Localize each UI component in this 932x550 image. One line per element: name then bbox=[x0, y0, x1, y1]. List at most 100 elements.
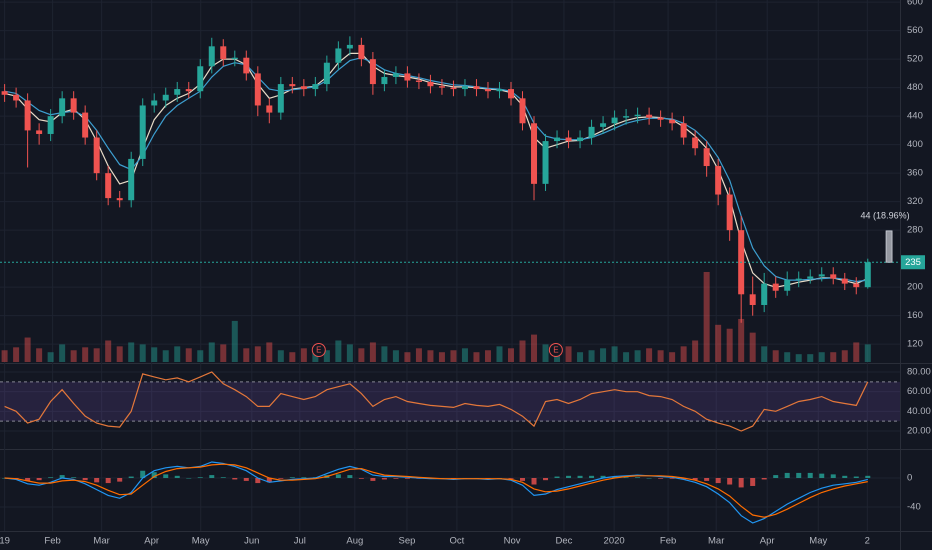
macd-histogram-bar bbox=[531, 477, 537, 485]
volume-bar bbox=[703, 271, 710, 362]
volume-bar bbox=[600, 348, 607, 362]
volume-bar bbox=[646, 348, 653, 362]
candle-body bbox=[496, 89, 503, 92]
volume-bar bbox=[784, 352, 791, 362]
x-tick-label: Mar bbox=[93, 536, 109, 547]
macd-histogram-bar bbox=[738, 477, 744, 488]
candle-body bbox=[208, 46, 215, 67]
x-tick-label: 19 bbox=[0, 536, 10, 547]
volume-bar bbox=[47, 352, 54, 362]
volume-bar bbox=[266, 342, 273, 362]
candle-body bbox=[818, 274, 825, 277]
x-tick-label: Mar bbox=[708, 536, 724, 547]
volume-bar bbox=[680, 346, 687, 362]
volume-bar bbox=[473, 352, 480, 362]
macd-histogram-bar bbox=[105, 477, 111, 484]
candle-body bbox=[369, 59, 376, 85]
x-tick-label: Nov bbox=[504, 536, 521, 547]
candle-body bbox=[162, 94, 169, 101]
macd-histogram-bar bbox=[508, 477, 514, 479]
macd-histogram-bar bbox=[25, 477, 31, 481]
y-tick-label: 400 bbox=[907, 139, 923, 150]
candle-body bbox=[438, 86, 445, 88]
y-tick-label: 360 bbox=[907, 168, 923, 179]
candle-body bbox=[807, 276, 814, 279]
candle-body bbox=[358, 44, 365, 60]
volume-bar bbox=[669, 352, 676, 362]
volume-bar bbox=[323, 350, 330, 362]
macd-histogram-bar bbox=[94, 477, 100, 483]
macd-histogram-bar bbox=[842, 475, 848, 478]
macd-histogram-bar bbox=[358, 477, 364, 479]
candle-body bbox=[841, 278, 848, 284]
measure-bar bbox=[885, 230, 893, 263]
candle-body bbox=[669, 119, 676, 124]
candle-body bbox=[185, 89, 192, 92]
candle-body bbox=[577, 137, 584, 142]
volume-bar bbox=[438, 352, 445, 362]
volume-bar bbox=[531, 334, 538, 362]
macd-histogram-bar bbox=[865, 475, 871, 478]
volume-bar bbox=[36, 348, 43, 362]
volume-bar bbox=[519, 340, 526, 362]
volume-bar bbox=[864, 344, 871, 362]
y-tick-label: 280 bbox=[907, 225, 923, 236]
macd-histogram-bar bbox=[784, 472, 790, 478]
macd-histogram-bar bbox=[393, 477, 399, 479]
candle-body bbox=[680, 123, 687, 138]
indicator-line bbox=[4, 371, 869, 432]
candle-body bbox=[657, 117, 664, 120]
candle-body bbox=[231, 57, 238, 60]
volume-bar bbox=[507, 348, 514, 362]
earnings-label: E bbox=[316, 346, 321, 355]
volume-bar bbox=[185, 348, 192, 362]
y-tick-label: 480 bbox=[907, 82, 923, 93]
volume-bar bbox=[208, 342, 215, 362]
volume-bar bbox=[254, 346, 261, 362]
indicator-line bbox=[4, 463, 868, 518]
volume-bar bbox=[715, 324, 722, 362]
candle-body bbox=[565, 137, 572, 142]
x-tick-label: Jul bbox=[294, 536, 306, 547]
macd-histogram-bar bbox=[71, 477, 77, 478]
volume-bar bbox=[139, 344, 146, 362]
macd-histogram-bar bbox=[600, 475, 606, 478]
candle-body bbox=[864, 262, 871, 288]
candle-body bbox=[392, 73, 399, 77]
macd-histogram-bar bbox=[278, 477, 284, 479]
candle-body bbox=[312, 84, 319, 90]
candle-body bbox=[519, 98, 526, 124]
volume-bar bbox=[611, 346, 618, 362]
volume-bar bbox=[415, 348, 422, 362]
macd-histogram-bar bbox=[577, 475, 583, 478]
indicator-line bbox=[4, 57, 868, 283]
indicator-line bbox=[4, 52, 869, 288]
candle-body bbox=[830, 274, 837, 279]
macd-histogram-bar bbox=[520, 477, 526, 481]
volume-bar bbox=[461, 348, 468, 362]
macd-histogram-bar bbox=[82, 477, 88, 481]
volume-bar bbox=[818, 352, 825, 362]
candle-body bbox=[853, 283, 860, 288]
macd-histogram-bar bbox=[554, 476, 560, 478]
volume-bar bbox=[623, 352, 630, 362]
volume-bar bbox=[772, 350, 779, 362]
y-tick-label: 20.00 bbox=[907, 426, 931, 437]
volume-bar bbox=[1, 350, 8, 362]
volume-bar bbox=[392, 350, 399, 362]
volume-bar bbox=[588, 350, 595, 362]
candle-body bbox=[93, 137, 100, 174]
candle-body bbox=[749, 294, 756, 305]
volume-bar bbox=[369, 342, 376, 362]
candle-body bbox=[220, 46, 227, 60]
candle-body bbox=[174, 89, 181, 95]
macd-histogram-bar bbox=[174, 475, 180, 478]
candle-body bbox=[70, 98, 77, 113]
macd-histogram-bar bbox=[853, 476, 859, 478]
x-tick-label: May bbox=[192, 536, 210, 547]
rsi-band bbox=[0, 381, 900, 422]
volume-bar bbox=[577, 352, 584, 362]
earnings-marker bbox=[548, 343, 563, 357]
macd-histogram-bar bbox=[381, 477, 387, 480]
volume-bar bbox=[335, 340, 342, 362]
